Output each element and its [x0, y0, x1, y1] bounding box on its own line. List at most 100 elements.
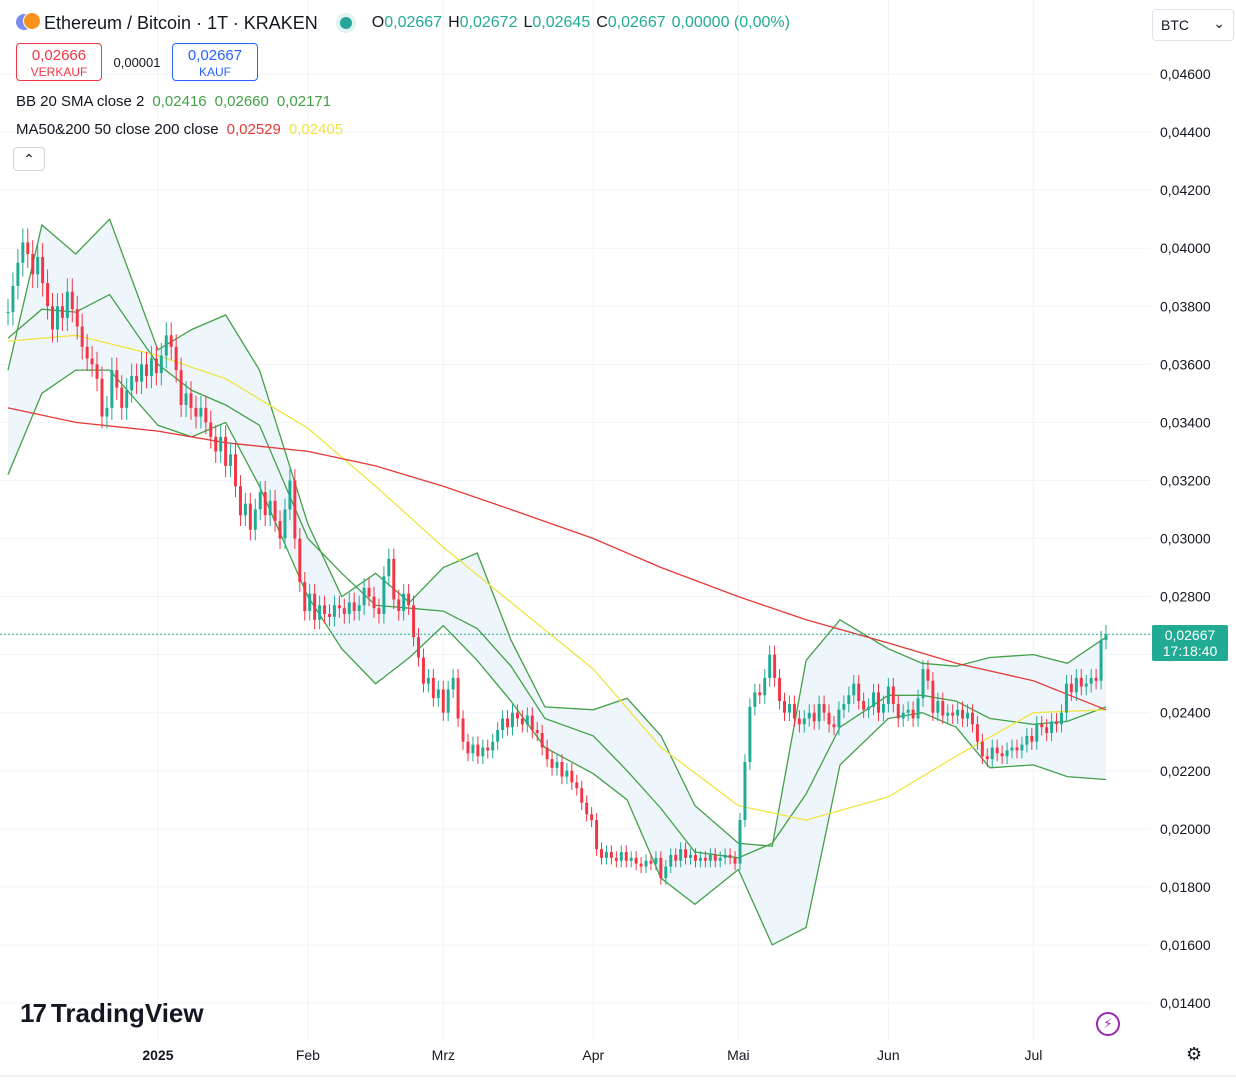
candle-body	[852, 683, 856, 696]
candle-body	[1069, 683, 1073, 693]
candle-body	[313, 593, 317, 620]
candle-body	[520, 718, 524, 725]
candle-body	[822, 703, 826, 713]
bollinger-upper-line	[7, 218, 1107, 847]
ohlc-open-key: O	[371, 14, 385, 31]
candle-body	[535, 730, 539, 734]
tradingview-logo[interactable]: 17 TradingView	[20, 998, 204, 1029]
candle-body	[16, 262, 20, 286]
time-tick-label: Mrz	[432, 1047, 455, 1063]
buy-price: 0,02667	[187, 47, 243, 64]
candle-body	[130, 375, 134, 391]
candle-body	[342, 608, 346, 614]
candle-body	[234, 454, 237, 487]
candle-body	[872, 692, 876, 707]
candle-body	[140, 364, 144, 382]
candle-body	[174, 346, 178, 371]
candle-body	[970, 712, 974, 725]
candle-body	[268, 500, 272, 516]
currency-select[interactable]: BTC ⌄	[1152, 9, 1234, 41]
candle-body	[659, 857, 663, 879]
candle-body	[723, 854, 727, 858]
candle-body	[748, 706, 752, 763]
candle-body	[110, 370, 114, 408]
candle-body	[446, 689, 450, 713]
candle-body	[1025, 735, 1029, 745]
chevron-up-icon: ⌃	[23, 151, 35, 167]
candle-body	[792, 703, 796, 719]
candle-body	[209, 422, 213, 437]
candle-body	[1060, 712, 1063, 725]
candle-body	[273, 500, 277, 522]
price-axis[interactable]: 0,04600 0,04400 0,04200 0,04000 0,03800 0,036…	[1160, 66, 1211, 1011]
candle-body	[471, 744, 475, 754]
time-tick-label: Jul	[1024, 1047, 1042, 1063]
candle-body	[956, 709, 960, 716]
candle-body	[867, 706, 871, 710]
buy-button[interactable]: 0,02667 KAUF	[172, 43, 258, 81]
candle-body	[441, 689, 445, 713]
price-tick-label: 0,04400	[1160, 124, 1211, 140]
bollinger-legend[interactable]: BB 20 SMA close 2 0,02416 0,02660 0,0217…	[16, 93, 331, 110]
candle-body	[501, 718, 505, 731]
candle-body	[303, 582, 307, 612]
candle-body	[11, 285, 15, 313]
candle-body	[214, 436, 218, 452]
candle-body	[540, 733, 544, 748]
time-axis[interactable]: 2025 Feb Mrz Apr Mai Jun Jul	[142, 1047, 1042, 1063]
gear-icon[interactable]: ⚙	[1186, 1044, 1203, 1064]
ohlc-close-value: 0,02667	[607, 14, 666, 31]
candle-body	[75, 309, 79, 327]
candle-body	[718, 857, 722, 861]
candle-body	[387, 558, 391, 577]
candle-body	[491, 741, 495, 751]
candle-body	[421, 657, 425, 684]
candle-body	[530, 715, 534, 731]
symbol-title[interactable]: Ethereum / Bitcoin · 1T · KRAKEN	[44, 12, 318, 33]
bar-countdown: 17:18:40	[1162, 643, 1218, 659]
market-status-dot[interactable]	[339, 17, 352, 29]
candle-body	[70, 291, 74, 310]
candle-body	[787, 703, 791, 713]
candle-body	[21, 242, 25, 263]
candle-body	[461, 718, 465, 742]
candle-body	[590, 814, 594, 821]
time-tick-label: Jun	[877, 1047, 900, 1063]
candle-body	[506, 718, 510, 728]
candle-body	[283, 509, 287, 539]
candle-body	[90, 358, 94, 365]
candle-body	[990, 747, 994, 760]
lightning-icon[interactable]: ⚡	[1096, 1012, 1120, 1036]
candle-body	[456, 677, 460, 719]
candle-body	[525, 715, 529, 725]
bollinger-lower-line	[7, 369, 1107, 946]
candle-body	[347, 602, 351, 614]
candle-body	[931, 680, 935, 713]
candle-body	[80, 326, 84, 347]
candle-body	[1094, 677, 1098, 681]
candle-body	[229, 454, 233, 466]
sell-button[interactable]: 0,02666 VERKAUF	[16, 43, 102, 81]
candle-body	[926, 669, 930, 681]
candle-body	[377, 608, 381, 614]
candle-body	[966, 712, 969, 719]
candle-body	[575, 782, 579, 789]
candle-body	[881, 703, 885, 713]
candle-body	[382, 576, 386, 614]
collapse-legend-button[interactable]: ⌃	[13, 147, 45, 171]
candle-body	[60, 306, 64, 318]
candle-body	[357, 605, 361, 612]
bollinger-band-fill	[8, 219, 1106, 945]
candle-body	[847, 695, 851, 704]
candle-body	[169, 335, 173, 347]
price-tick-label: 0,01400	[1160, 995, 1211, 1011]
price-tick-label: 0,02000	[1160, 821, 1211, 837]
price-tick-label: 0,01600	[1160, 937, 1211, 953]
candle-body	[995, 747, 999, 754]
spread-value: 0,00001	[113, 54, 161, 70]
ma-legend[interactable]: MA50&200 50 close 200 close 0,02529 0,02…	[16, 121, 343, 138]
ohlc-values: O0,02667 H0,02672 L0,02645 C0,02667 0,00…	[372, 14, 790, 32]
candle-body	[1030, 735, 1034, 742]
candle-body	[980, 741, 984, 757]
